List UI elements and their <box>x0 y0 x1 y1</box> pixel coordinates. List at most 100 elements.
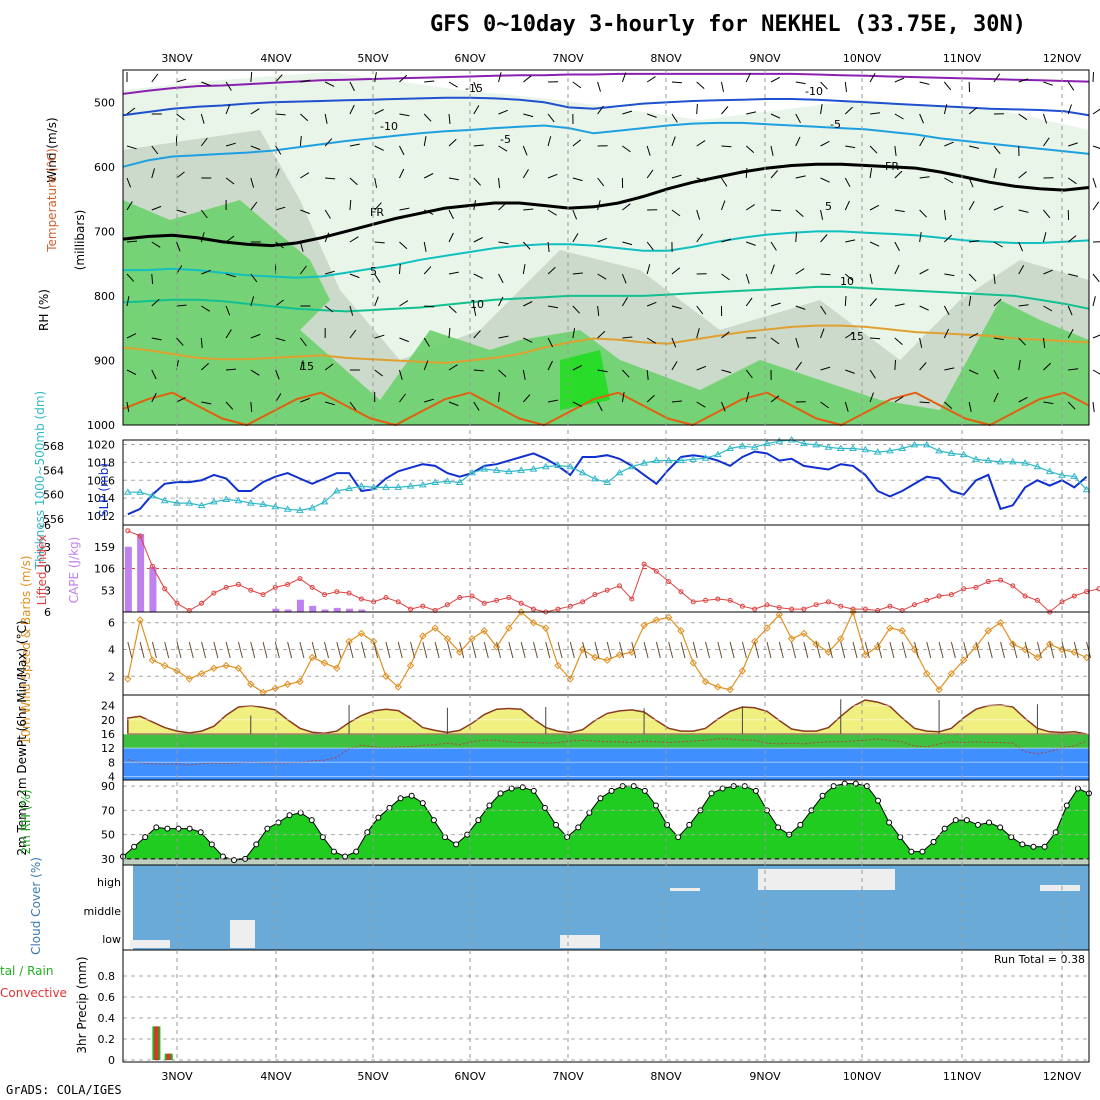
wind-barb <box>671 136 676 147</box>
wind-marker <box>812 640 820 648</box>
wind-barb <box>399 337 409 343</box>
wind-barb-10m <box>655 641 661 659</box>
wind-barb <box>646 337 656 344</box>
wind-barb <box>745 297 753 307</box>
li-marker <box>776 605 782 611</box>
rh2m-marker <box>719 785 726 792</box>
wind-barb <box>522 145 528 156</box>
wind-barb <box>424 398 434 403</box>
li-marker <box>641 561 647 567</box>
rh2m-marker <box>319 834 326 841</box>
rh2m-marker <box>675 834 682 841</box>
rh2m-marker <box>997 824 1004 831</box>
wind-barb <box>572 233 579 243</box>
thickness-line <box>127 439 1088 512</box>
wind-barb <box>894 77 905 83</box>
slp-tick: 1020 <box>87 438 115 451</box>
li-tick: 3 <box>44 584 51 597</box>
wind-barb <box>448 364 458 371</box>
bottom-date-label: 8NOV <box>650 1070 682 1083</box>
slp-tick: 1018 <box>87 456 115 469</box>
wind-barb-10m <box>791 641 797 659</box>
contour-label: FR <box>370 206 384 219</box>
ylabel-rh2m: 2m RH (%) <box>19 789 33 854</box>
li-marker <box>432 608 438 614</box>
rh2m-marker <box>1041 843 1048 850</box>
thickness-marker <box>640 459 648 466</box>
wind-barb <box>993 369 1000 380</box>
wind-barb <box>522 394 531 403</box>
rh-shade-3 <box>560 350 610 410</box>
temp-contour--15 <box>122 72 1090 95</box>
li-marker <box>825 599 831 605</box>
wind-barb <box>349 104 355 115</box>
wind-barb <box>993 205 1004 211</box>
li-tick: 6 <box>44 606 51 619</box>
wind-barb <box>646 169 654 179</box>
wind-barb <box>721 177 728 187</box>
rh2m-marker <box>419 800 426 807</box>
wind-barb <box>498 273 504 284</box>
wind-barb <box>126 333 137 339</box>
rh2m-marker <box>364 829 371 836</box>
li-marker <box>690 599 696 605</box>
wind-barb-10m <box>901 641 907 659</box>
li-marker <box>629 596 635 602</box>
li-marker <box>530 606 536 612</box>
wind-marker <box>787 635 796 643</box>
upper-ytick: 500 <box>94 96 115 109</box>
thickness-marker <box>910 440 919 448</box>
wind-marker <box>873 643 882 651</box>
wind-barb <box>795 361 803 371</box>
precip-total-label: tal / Rain <box>0 964 53 978</box>
wind-barb <box>349 81 355 92</box>
wind-barb <box>993 73 1001 83</box>
wind-barb-10m <box>975 641 981 659</box>
rh2m-marker <box>986 819 993 826</box>
wind-barb <box>423 266 432 275</box>
cape-bar <box>333 607 341 612</box>
wind-barb-10m <box>778 641 784 659</box>
wind-barb <box>993 168 997 179</box>
li-marker <box>617 583 622 589</box>
wind-barb <box>423 241 427 252</box>
rh2m-marker <box>375 814 382 821</box>
top-date-label: 7NOV <box>552 52 584 65</box>
wind-barb <box>572 305 581 314</box>
li-marker <box>223 584 229 590</box>
wind-barb <box>523 208 534 211</box>
rh2m-marker <box>408 792 415 799</box>
rh2m-marker <box>497 790 504 797</box>
wind-barb <box>225 104 231 115</box>
thickness-marker <box>271 502 280 510</box>
wind-barb <box>721 331 730 339</box>
wind-barb <box>324 305 334 313</box>
wind-barb <box>324 81 335 87</box>
thickness-marker <box>713 450 722 458</box>
wind-marker <box>283 680 292 688</box>
li-marker <box>272 584 278 590</box>
li-marker <box>186 608 192 614</box>
wind-barb <box>126 240 138 243</box>
wind-barb <box>795 209 804 217</box>
cape-bar <box>309 605 317 612</box>
wind-barb-10m <box>741 641 747 659</box>
wind-barb <box>671 209 681 217</box>
wind-barb-10m <box>336 641 342 659</box>
rh2m-marker <box>286 812 293 819</box>
rh2m-marker <box>164 825 171 832</box>
rh2m-base <box>123 858 1089 865</box>
wind-barb <box>845 369 855 374</box>
rh2m-marker <box>397 795 404 802</box>
wind-barb <box>844 200 850 211</box>
li-marker <box>961 586 967 592</box>
cloud-block <box>1040 885 1080 891</box>
temp-tick: 16 <box>101 728 115 741</box>
thickness-marker <box>492 466 501 473</box>
rh2m-marker <box>153 824 160 831</box>
slp-tick: 1016 <box>87 474 115 487</box>
li-marker <box>420 603 426 609</box>
run-total: Run Total = 0.38 <box>994 953 1085 966</box>
bottom-date-label: 5NOV <box>357 1070 389 1083</box>
top-date-label: 8NOV <box>650 52 682 65</box>
